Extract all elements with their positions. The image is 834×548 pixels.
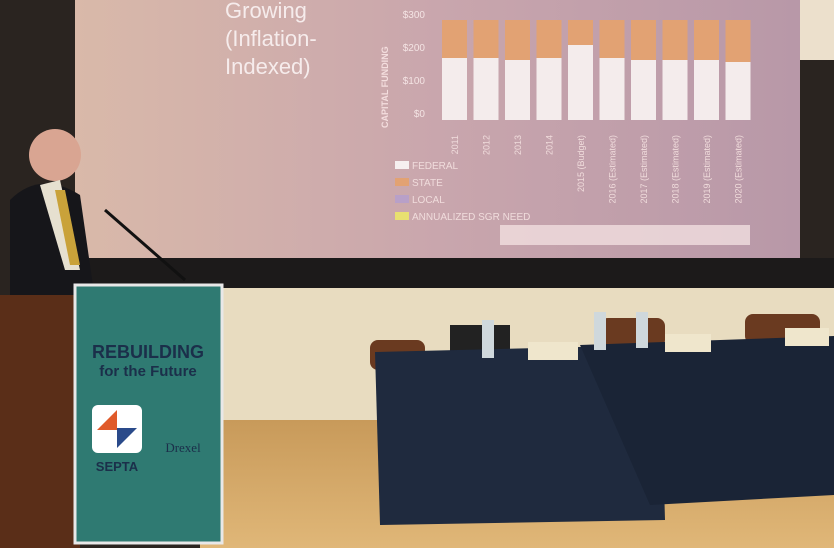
name-card bbox=[665, 334, 711, 352]
slide-bars bbox=[442, 20, 751, 120]
slide-text: Growing (Inflation- Indexed) CAPITAL FUNDIN… bbox=[225, 0, 744, 223]
speaker-body bbox=[10, 183, 95, 300]
legend-swatch bbox=[395, 178, 409, 186]
name-card bbox=[785, 328, 829, 346]
year-label: 2016 (Estimated) bbox=[608, 135, 618, 204]
state-segment bbox=[442, 20, 467, 58]
state-segment bbox=[473, 20, 499, 58]
legend-swatch bbox=[395, 195, 409, 203]
bottle bbox=[594, 312, 606, 350]
state-segment bbox=[599, 20, 625, 58]
slide-note bbox=[500, 225, 750, 245]
bottle bbox=[636, 312, 648, 348]
year-label: 2020 (Estimated) bbox=[734, 135, 744, 204]
year-label: 2015 (Budget) bbox=[576, 135, 586, 192]
federal-segment bbox=[442, 58, 467, 120]
slide-title: (Inflation- bbox=[225, 26, 317, 51]
table bbox=[580, 336, 834, 505]
federal-segment bbox=[662, 60, 688, 120]
podium bbox=[0, 295, 80, 548]
y-tick-label: $100 bbox=[403, 76, 426, 87]
podium-subline: for the Future bbox=[99, 363, 197, 380]
year-label: 2011 bbox=[450, 135, 460, 154]
logo-label: Drexel bbox=[165, 440, 201, 455]
legend-label: FEDERAL bbox=[412, 161, 459, 172]
speaker-head bbox=[29, 129, 81, 181]
chair bbox=[600, 318, 665, 348]
bottle bbox=[482, 320, 494, 358]
federal-segment bbox=[631, 60, 656, 120]
legend-label: LOCAL bbox=[412, 195, 445, 206]
federal-segment bbox=[599, 58, 625, 120]
logo-shape bbox=[117, 428, 137, 448]
y-tick-label: $200 bbox=[403, 43, 426, 54]
legend-label: ANNUALIZED SGR NEED bbox=[412, 212, 530, 223]
microphone bbox=[104, 208, 186, 282]
year-label: 2013 bbox=[513, 135, 523, 155]
legend-swatch bbox=[395, 212, 409, 220]
federal-segment bbox=[694, 60, 719, 120]
year-label: 2012 bbox=[482, 135, 492, 155]
year-label: 2014 bbox=[545, 135, 555, 155]
federal-segment bbox=[725, 62, 751, 120]
y-tick-label: $300 bbox=[403, 10, 426, 21]
state-segment bbox=[725, 20, 751, 62]
federal-segment bbox=[568, 45, 593, 120]
logo-shape bbox=[97, 410, 117, 430]
state-segment bbox=[505, 20, 530, 60]
axis-label: CAPITAL FUNDING bbox=[380, 46, 390, 128]
federal-segment bbox=[536, 58, 562, 120]
slide-title: Growing bbox=[225, 0, 307, 23]
name-card bbox=[528, 342, 578, 360]
legend-swatch bbox=[395, 161, 409, 169]
state-segment bbox=[694, 20, 719, 60]
state-segment bbox=[568, 20, 593, 45]
legend-label: STATE bbox=[412, 178, 443, 189]
y-tick-label: $0 bbox=[414, 109, 426, 120]
podium-headline: REBUILDING bbox=[92, 342, 204, 362]
federal-segment bbox=[505, 60, 530, 120]
table bbox=[375, 345, 665, 525]
year-label: 2018 (Estimated) bbox=[671, 135, 681, 204]
year-label: 2019 (Estimated) bbox=[702, 135, 712, 204]
wall-top bbox=[800, 0, 834, 60]
year-label: 2017 (Estimated) bbox=[639, 135, 649, 204]
federal-segment bbox=[473, 58, 499, 120]
slide-title: Indexed) bbox=[225, 54, 311, 79]
state-segment bbox=[536, 20, 562, 58]
logo-label: SEPTA bbox=[96, 459, 139, 474]
screen-frame bbox=[75, 258, 834, 288]
state-segment bbox=[662, 20, 688, 60]
tie bbox=[55, 190, 80, 265]
state-segment bbox=[631, 20, 656, 60]
